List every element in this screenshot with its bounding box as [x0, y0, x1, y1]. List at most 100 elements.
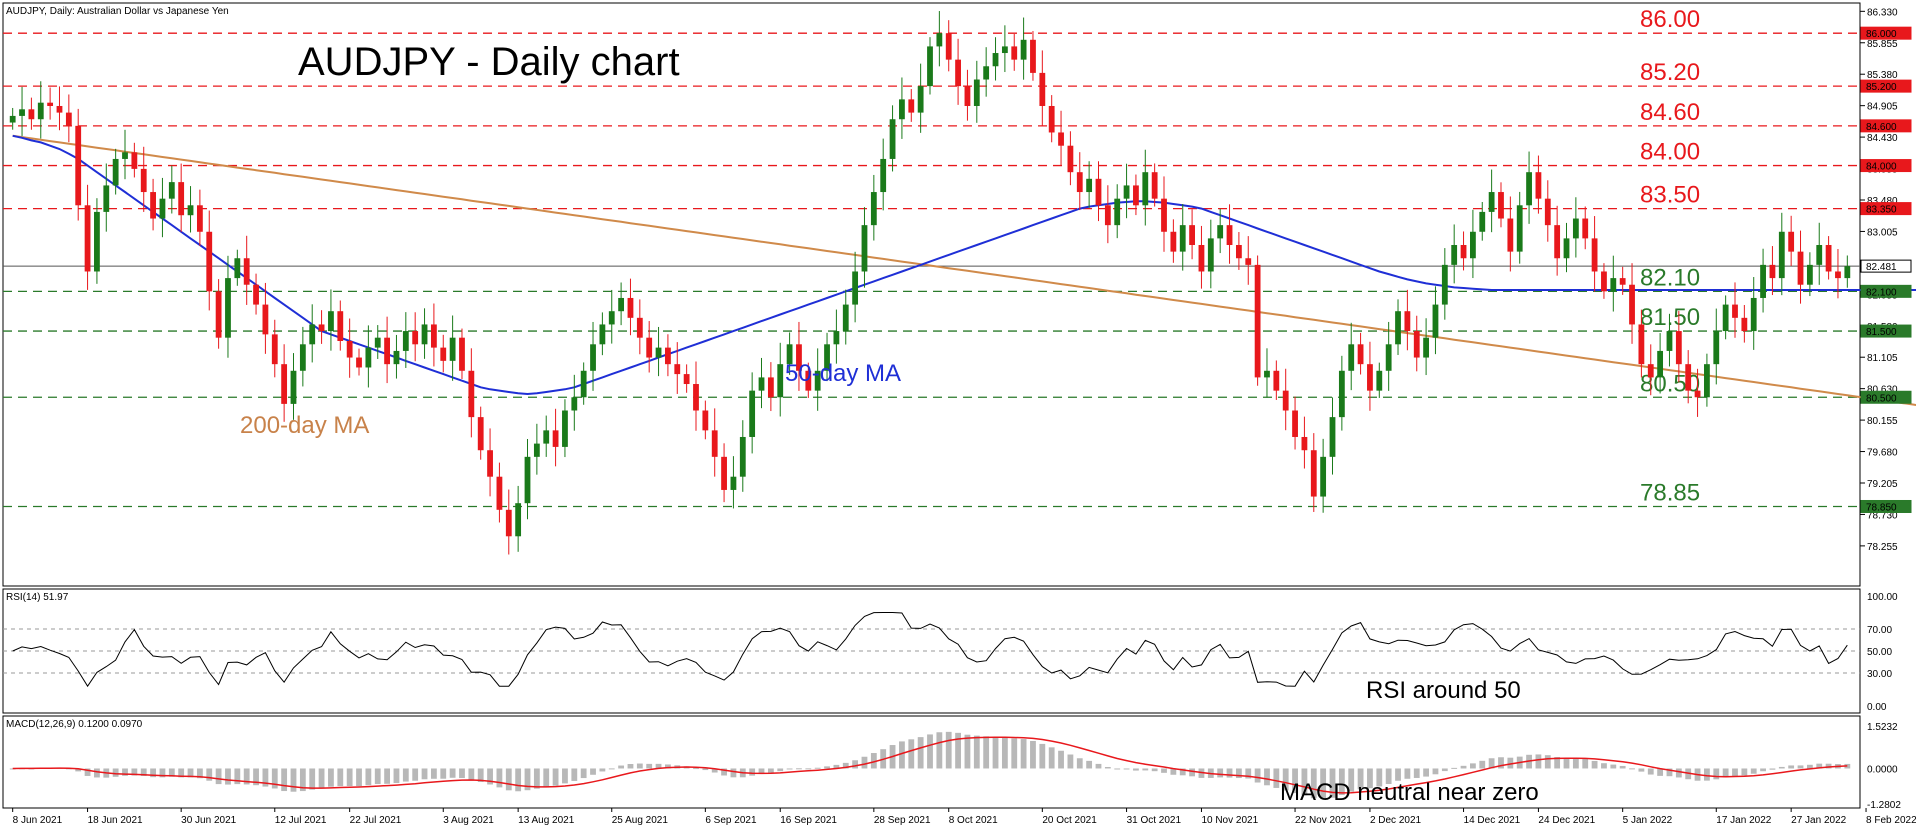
macd-histogram-bar	[468, 768, 475, 780]
candle-body	[786, 344, 793, 365]
macd-histogram-bar	[1104, 766, 1111, 769]
macd-histogram-bar	[1535, 754, 1542, 769]
macd-histogram-bar	[1825, 763, 1832, 769]
candle-body	[112, 158, 119, 186]
level-label: 82.10	[1640, 264, 1700, 291]
macd-histogram-bar	[1441, 768, 1448, 772]
macd-histogram-bar	[1647, 768, 1654, 775]
macd-histogram-bar	[636, 763, 643, 769]
candle-body	[47, 102, 54, 106]
candle-body	[1498, 192, 1504, 219]
macd-info: MACD(12,26,9) 0.1200 0.0970	[6, 719, 143, 730]
macd-histogram-bar	[796, 768, 802, 770]
macd-histogram-bar	[122, 768, 128, 776]
macd-histogram-bar	[94, 768, 100, 778]
candle-body	[655, 347, 662, 358]
macd-histogram-bar	[75, 768, 82, 772]
ma200-annotation: 200-day MA	[240, 412, 369, 439]
candle-body	[1601, 271, 1607, 292]
macd-histogram-bar	[1769, 768, 1776, 770]
macd-histogram-bar	[1151, 768, 1158, 772]
candle-body	[636, 317, 643, 338]
candle-body	[889, 119, 896, 159]
candle-body	[1179, 225, 1186, 252]
macd-histogram-bar	[459, 768, 465, 779]
candle-body	[1666, 331, 1673, 351]
macd-histogram-bar	[299, 768, 306, 792]
macd-histogram-bar	[693, 768, 699, 770]
candle-body	[1844, 266, 1851, 279]
macd-histogram-bar	[487, 768, 493, 785]
candle-body	[1685, 364, 1692, 391]
date-tick-label: 17 Jan 2022	[1716, 815, 1771, 826]
price-badge-label: 82.481	[1866, 262, 1897, 273]
candle-body	[346, 340, 353, 358]
macd-histogram-bar	[1554, 757, 1561, 769]
macd-histogram-bar	[356, 768, 362, 787]
rsi-tick-label: 100.00	[1867, 592, 1898, 603]
macd-histogram-bar	[1245, 768, 1252, 779]
candle-body	[805, 370, 812, 391]
macd-histogram-bar	[524, 768, 531, 791]
date-tick-label: 27 Jan 2022	[1791, 815, 1846, 826]
candle-body	[1535, 172, 1542, 199]
candle-body	[150, 192, 156, 219]
candle-body	[711, 430, 718, 457]
candle-body	[1582, 218, 1589, 239]
candle-body	[964, 86, 971, 106]
candle-body	[1544, 198, 1551, 226]
candle-body	[140, 168, 147, 193]
price-axis: 86.33085.85585.38084.90584.43083.95583.4…	[1860, 7, 1912, 553]
candle-body	[159, 198, 166, 219]
rsi-tick-label: 30.00	[1867, 669, 1892, 680]
macd-histogram-bar	[1264, 768, 1270, 786]
macd-histogram-bar	[1123, 768, 1130, 770]
candle-body	[1320, 456, 1327, 497]
macd-histogram-bar	[1432, 768, 1439, 775]
macd-histogram-bar	[702, 768, 709, 771]
macd-histogram-bar	[786, 768, 793, 770]
candle-body	[861, 225, 868, 272]
macd-histogram-bar	[552, 768, 559, 786]
candle-body	[1076, 172, 1083, 193]
candle-body	[94, 211, 100, 272]
macd-histogram-bar	[1142, 768, 1149, 771]
candle-body	[1292, 410, 1298, 437]
macd-histogram-bar	[1423, 768, 1430, 777]
candle-body	[562, 410, 568, 447]
candle-body	[842, 304, 849, 332]
macd-histogram-bar	[1367, 768, 1373, 789]
candle-body	[1133, 185, 1139, 206]
macd-histogram-bar	[178, 768, 185, 778]
candle-body	[402, 331, 409, 351]
macd-histogram-bar	[281, 768, 288, 792]
price-tick-label: 85.855	[1867, 39, 1898, 50]
macd-histogram-bar	[1806, 764, 1813, 769]
candle-body	[1245, 258, 1252, 265]
macd-histogram-bar	[805, 768, 812, 770]
candle-body	[262, 304, 269, 335]
candle-body	[758, 377, 765, 391]
macd-histogram-bar	[1301, 768, 1308, 796]
price-tick-label: 84.905	[1867, 102, 1898, 113]
candle-body	[580, 370, 587, 398]
candle-body	[1189, 225, 1195, 246]
macd-histogram-bar	[187, 768, 194, 778]
macd-histogram-bar	[159, 768, 166, 778]
candle-body	[1338, 370, 1345, 418]
candle-body	[796, 344, 802, 371]
level-lines: 86.0085.2084.6084.0083.5082.1081.5080.50…	[3, 6, 1860, 508]
macd-histogram-bar	[936, 732, 943, 769]
date-tick-label: 31 Oct 2021	[1127, 815, 1182, 826]
macd-histogram-bar	[1704, 768, 1710, 781]
macd-histogram-bar	[421, 768, 428, 780]
candle-body	[225, 278, 231, 338]
macd-histogram-bar	[1039, 743, 1046, 769]
candle-body	[1750, 297, 1757, 332]
macd-histogram-bar	[1058, 750, 1064, 769]
macd-histogram-bar	[215, 768, 222, 785]
date-tick-label: 30 Jun 2021	[181, 815, 236, 826]
macd-histogram-bar	[1582, 759, 1589, 769]
level-label: 84.60	[1640, 99, 1700, 126]
